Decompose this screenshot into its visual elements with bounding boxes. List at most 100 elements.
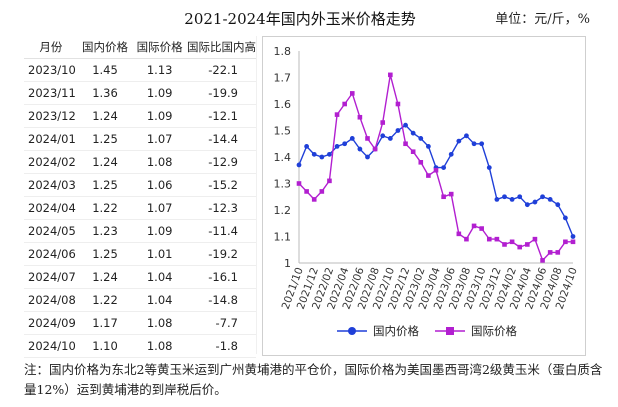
intl-price-point: [372, 146, 378, 152]
table-row: 2024/01 1.25 1.07 -14.4: [24, 127, 256, 151]
cell-domestic-price: 1.17: [77, 311, 133, 335]
cell-month: 2023/11: [24, 81, 78, 105]
cell-intl-price: 1.08: [132, 150, 187, 174]
cell-diff-pct: -1.8: [187, 334, 256, 358]
domestic-price-point: [502, 194, 507, 200]
domestic-price-point: [494, 197, 500, 202]
cell-diff-pct: -19.9: [187, 81, 256, 105]
cell-month: 2024/02: [24, 150, 78, 174]
intl-price-point: [304, 189, 309, 194]
domestic-price-point: [418, 136, 424, 141]
table-row: 2024/07 1.24 1.04 -16.1: [24, 265, 256, 289]
cell-intl-price: 1.09: [132, 219, 187, 243]
footnote: 注：国内价格为东北2等黄玉米运到广州黄埔港的平仓价，国际价格为美国墨西哥湾2级黄…: [24, 362, 603, 397]
header-month: 月份: [24, 36, 78, 59]
domestic-price-point: [410, 130, 416, 136]
table-row: 2023/12 1.24 1.09 -12.1: [24, 104, 256, 128]
domestic-price-point: [342, 141, 348, 147]
y-tick-label: 1.4: [274, 151, 292, 164]
domestic-price-point: [517, 194, 523, 200]
cell-diff-pct: -19.2: [187, 242, 256, 266]
cell-diff-pct: -12.1: [187, 104, 256, 128]
cell-month: 2024/07: [24, 265, 78, 289]
intl-price-point: [441, 194, 446, 200]
intl-price-point: [380, 120, 386, 125]
cell-diff-pct: -12.3: [187, 196, 256, 220]
cell-diff-pct: -14.4: [187, 127, 256, 151]
cell-month: 2024/08: [24, 288, 78, 312]
cell-intl-price: 1.04: [132, 288, 187, 312]
domestic-price-point: [532, 199, 538, 205]
intl-price-point: [448, 191, 454, 197]
cell-domestic-price: 1.45: [77, 58, 133, 82]
domestic-price-point: [479, 141, 485, 147]
y-tick-label: 1.5: [274, 125, 292, 138]
table-row: 2024/02 1.24 1.08 -12.9: [24, 150, 256, 174]
intl-price-point: [502, 242, 507, 247]
cell-domestic-price: 1.24: [77, 104, 133, 128]
intl-price-point: [509, 239, 515, 245]
cell-intl-price: 1.08: [132, 334, 187, 358]
table-body: 2023/10 1.45 1.13 -22.1 2023/11 1.36 1.09 -19.9…: [24, 58, 256, 358]
intl-price-point: [555, 250, 561, 255]
cell-intl-price: 1.07: [132, 196, 187, 220]
legend-domestic-label: 国内价格: [373, 324, 419, 338]
intl-price-point: [395, 101, 401, 107]
intl-price-point: [388, 72, 393, 78]
intl-price-point: [357, 114, 363, 120]
cell-diff-pct: -11.4: [187, 219, 256, 243]
table-row: 2024/08 1.22 1.04 -14.8: [24, 288, 256, 312]
cell-domestic-price: 1.10: [77, 334, 133, 358]
cell-diff-pct: -12.9: [187, 150, 256, 174]
intl-price-point: [479, 226, 484, 231]
cell-diff-pct: -22.1: [187, 58, 256, 82]
y-tick-label: 1.1: [274, 231, 292, 244]
y-tick-label: 1: [284, 257, 291, 270]
cell-diff-pct: -15.2: [187, 173, 256, 197]
cell-month: 2024/04: [24, 196, 78, 220]
intl-price-point: [486, 236, 492, 242]
cell-month: 2024/01: [24, 127, 78, 151]
domestic-price-point: [319, 154, 325, 160]
domestic-price-point: [304, 144, 310, 149]
cell-month: 2024/06: [24, 242, 78, 266]
domestic-price-point: [464, 133, 469, 139]
domestic-price-point: [357, 146, 363, 152]
cell-intl-price: 1.08: [132, 311, 187, 335]
cell-intl-price: 1.09: [132, 81, 187, 105]
domestic-price-point: [395, 128, 401, 133]
cell-diff-pct: -14.8: [187, 288, 256, 312]
y-tick-label: 1.2: [274, 204, 292, 217]
cell-intl-price: 1.13: [132, 58, 187, 82]
domestic-price-line: [298, 124, 574, 237]
y-tick-label: 1.8: [274, 45, 292, 58]
header-domestic-price: 国内价格: [77, 36, 133, 59]
intl-price-point: [334, 112, 340, 117]
intl-price-point: [494, 236, 500, 242]
cell-diff-pct: -7.7: [187, 311, 256, 335]
domestic-price-point: [540, 194, 545, 200]
intl-price-point: [403, 141, 408, 147]
intl-price-point: [471, 223, 477, 229]
domestic-price-point: [441, 165, 447, 171]
intl-price-point: [311, 197, 317, 202]
domestic-price-point: [547, 197, 553, 202]
intl-price-point: [365, 136, 370, 141]
domestic-price-point: [486, 165, 492, 171]
cell-domestic-price: 1.24: [77, 150, 133, 174]
domestic-price-point: [509, 197, 515, 202]
domestic-price-point: [365, 154, 370, 160]
intl-price-point: [525, 242, 530, 247]
intl-price-point: [349, 91, 355, 96]
domestic-price-point: [448, 151, 454, 157]
domestic-price-point: [296, 162, 302, 168]
table-row: 2024/06 1.25 1.01 -19.2: [24, 242, 256, 266]
legend-intl-marker: [446, 327, 454, 335]
legend-domestic-marker: [348, 327, 356, 335]
cell-month: 2024/09: [24, 311, 78, 335]
intl-price-point: [342, 101, 347, 107]
cell-domestic-price: 1.22: [77, 196, 133, 220]
table-row: 2024/04 1.22 1.07 -12.3: [24, 196, 256, 220]
domestic-price-point: [425, 144, 431, 149]
cell-intl-price: 1.06: [132, 173, 187, 197]
